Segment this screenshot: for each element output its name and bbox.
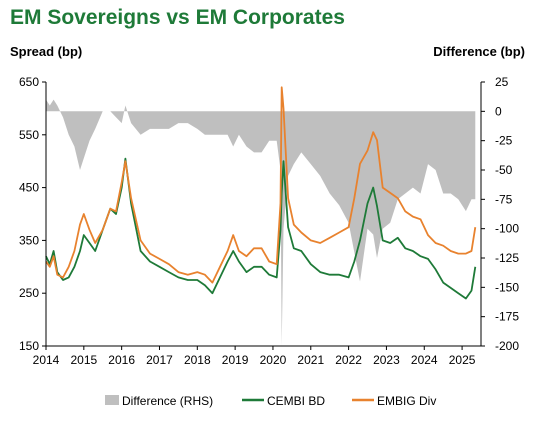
x-tick-label: 2025 [449,353,476,367]
left-tick-label: 350 [19,233,39,247]
spread-lines-layer [45,86,477,300]
legend-embig-div-label: EMBIG Div [377,394,436,408]
x-tick-label: 2019 [222,353,249,367]
right-tick-label: -75 [495,192,513,206]
x-tick-label: 2022 [335,353,362,367]
x-tick-label: 2017 [146,353,173,367]
right-tick-label: -25 [495,134,513,148]
left-axis-title: Spread (bp) [10,44,83,59]
x-tick-label: 2024 [411,353,438,367]
left-tick-label: 150 [19,339,39,353]
axes-layer: 650550450350250150250-25-50-75-100-125-1… [19,75,519,367]
right-tick-label: -150 [495,280,519,294]
right-tick-label: -100 [495,222,519,236]
cembi-bd-line [45,157,477,300]
chart-title: EM Sovereigns vs EM Corporates [10,6,345,29]
right-tick-label: -50 [495,163,513,177]
embig-div-line [45,86,477,284]
x-tick-label: 2016 [108,353,135,367]
right-tick-label: -175 [495,310,519,324]
left-tick-label: 550 [19,128,39,142]
left-tick-label: 450 [19,181,39,195]
legend: Difference (RHS) CEMBI BD EMBIG Div [105,394,436,408]
legend-difference-label: Difference (RHS) [122,394,213,408]
x-tick-label: 2014 [33,353,60,367]
difference-area-layer [46,99,476,346]
right-tick-label: -200 [495,339,519,353]
legend-difference-swatch [105,395,119,405]
right-tick-label: 0 [495,104,502,118]
left-tick-label: 250 [19,286,39,300]
x-tick-label: 2020 [260,353,287,367]
right-tick-label: 25 [495,75,509,89]
x-tick-label: 2021 [297,353,324,367]
right-tick-label: -125 [495,251,519,265]
legend-cembi-bd-label: CEMBI BD [267,394,325,408]
difference-area [46,99,476,346]
x-tick-label: 2023 [373,353,400,367]
x-tick-label: 2018 [184,353,211,367]
x-tick-label: 2015 [70,353,97,367]
left-tick-label: 650 [19,75,39,89]
right-axis-title: Difference (bp) [433,44,525,59]
